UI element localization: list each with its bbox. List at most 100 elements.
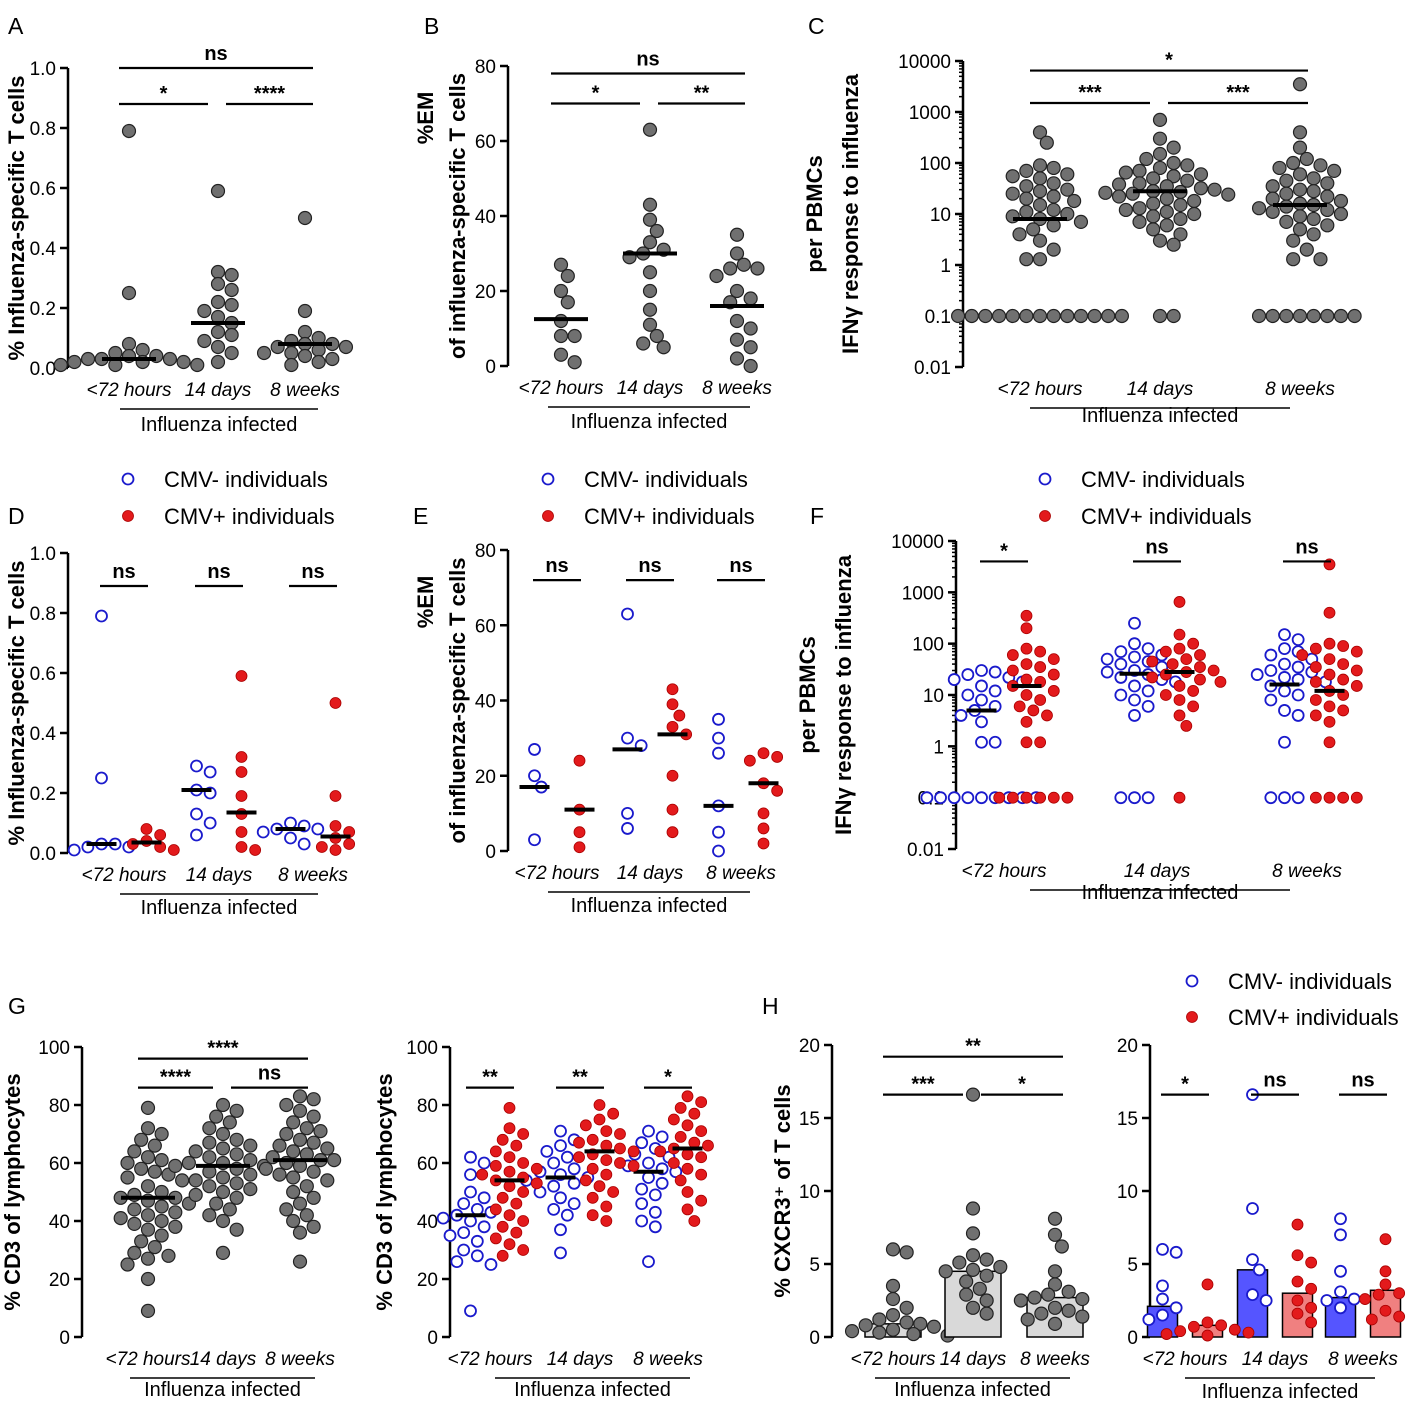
data-point — [197, 333, 212, 349]
data-point — [743, 291, 758, 306]
data-point — [224, 267, 239, 283]
data-point — [920, 791, 934, 805]
data-point — [299, 1208, 314, 1223]
data-point — [1132, 163, 1147, 178]
data-point — [1032, 158, 1048, 173]
data-point — [743, 321, 758, 336]
y-tick-label: 1 — [940, 256, 951, 277]
significance-label: * — [1165, 50, 1173, 72]
data-point — [1393, 1310, 1406, 1323]
data-point — [202, 1208, 217, 1223]
legend: CMV- individuals CMV+ individuals — [1038, 467, 1252, 529]
data-point — [258, 1161, 273, 1176]
data-point — [477, 1191, 491, 1205]
data-point — [1166, 169, 1181, 184]
data-point — [1296, 649, 1309, 661]
data-point — [95, 609, 108, 623]
data-point — [1034, 736, 1047, 749]
data-point — [1032, 171, 1048, 186]
data-point — [202, 1121, 217, 1136]
data-point — [1337, 640, 1350, 652]
x-category-label: 8 weeks — [1265, 379, 1335, 400]
x-category-label: 8 weeks — [706, 863, 776, 884]
data-point — [554, 1223, 567, 1237]
data-point — [1041, 1287, 1056, 1302]
data-point — [222, 1202, 237, 1217]
data-point — [1047, 1277, 1063, 1292]
data-point — [1286, 233, 1301, 248]
data-point — [154, 829, 167, 841]
y-tick-label: 1000 — [902, 583, 944, 604]
data-point — [1259, 1294, 1273, 1307]
data-point — [1323, 715, 1336, 728]
data-point — [1160, 1328, 1173, 1340]
data-point — [457, 1226, 471, 1239]
x-category-label: 14 days — [1124, 861, 1191, 882]
data-point — [885, 1291, 901, 1307]
y-tick-label: 80 — [417, 1096, 438, 1117]
data-point — [1156, 1279, 1169, 1293]
data-point — [222, 1115, 237, 1130]
data-point — [190, 357, 205, 373]
data-point — [757, 747, 770, 760]
data-point — [656, 340, 671, 355]
data-point — [325, 351, 340, 367]
data-point — [674, 1102, 687, 1114]
data-point — [695, 1168, 708, 1181]
data-point — [235, 766, 248, 778]
data-point — [320, 1141, 335, 1156]
data-point — [573, 826, 586, 839]
data-point — [503, 1122, 516, 1135]
data-point — [1132, 201, 1147, 216]
y-tick-label: 0 — [427, 1328, 438, 1349]
data-point — [530, 1177, 543, 1190]
data-point — [1306, 211, 1321, 227]
data-point — [579, 1174, 592, 1187]
data-point — [1146, 171, 1161, 186]
data-point — [743, 340, 758, 355]
data-point — [1291, 1275, 1304, 1288]
data-point — [729, 283, 745, 299]
data-point — [209, 1109, 224, 1124]
y-tick-label: 0.6 — [30, 664, 56, 685]
data-point — [140, 1100, 156, 1116]
data-point — [667, 1157, 680, 1169]
data-point — [1032, 184, 1048, 199]
data-point — [1020, 642, 1033, 655]
data-point — [489, 1203, 502, 1216]
data-point — [1019, 163, 1034, 178]
data-point — [134, 1132, 149, 1147]
data-point — [1020, 609, 1033, 622]
data-point — [210, 264, 226, 280]
data-point — [667, 1113, 680, 1126]
data-point — [567, 328, 582, 344]
data-point — [1152, 146, 1168, 162]
data-point — [1327, 163, 1342, 178]
data-point — [154, 1126, 169, 1142]
data-point — [771, 751, 784, 763]
legend-label-cmv-negative: CMV- individuals — [1081, 467, 1245, 492]
data-point — [1272, 160, 1287, 176]
x-category-label: 14 days — [190, 1349, 257, 1370]
data-point — [1291, 709, 1305, 722]
y-tick-label: 10 — [1117, 1182, 1138, 1203]
data-point — [729, 332, 745, 347]
data-point — [1166, 658, 1179, 670]
data-point — [729, 313, 745, 329]
data-point — [666, 683, 679, 696]
data-point — [1250, 668, 1264, 681]
data-point — [1264, 648, 1278, 662]
data-point — [279, 1097, 294, 1113]
cmv-negative-marker — [121, 472, 135, 486]
y-tick-label: 40 — [475, 207, 496, 228]
data-point — [175, 1173, 190, 1188]
significance-label: ** — [572, 1067, 588, 1089]
data-point — [210, 276, 226, 292]
data-point — [1299, 151, 1314, 167]
significance-label: ns — [545, 555, 568, 577]
data-point — [1046, 160, 1061, 176]
data-point — [1291, 1294, 1304, 1307]
data-point — [979, 1252, 994, 1267]
data-point — [229, 1147, 244, 1162]
